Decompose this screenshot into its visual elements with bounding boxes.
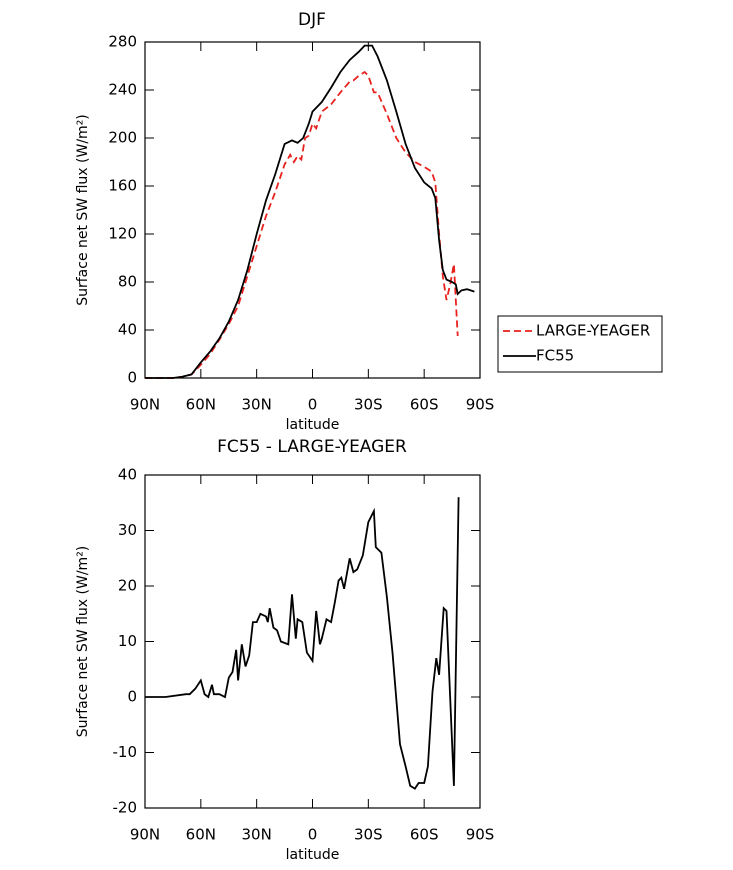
y-tick-label: 120 bbox=[108, 225, 137, 243]
legend-label: FC55 bbox=[536, 347, 574, 365]
y-tick-label: 40 bbox=[118, 321, 137, 339]
x-tick-label: 90N bbox=[130, 396, 160, 414]
y-axis-label: Surface net SW flux (W/m²) bbox=[75, 546, 91, 738]
chart-title: FC55 - LARGE-YEAGER bbox=[217, 437, 407, 457]
y-tick-label: 80 bbox=[118, 273, 137, 291]
legend-box bbox=[497, 315, 663, 373]
y-tick-label: 280 bbox=[108, 33, 137, 51]
chart-title: DJF bbox=[298, 10, 326, 30]
y-tick-label: 0 bbox=[127, 688, 137, 706]
y-tick-label: 30 bbox=[118, 521, 137, 539]
y-tick-label: 160 bbox=[108, 177, 137, 195]
plot-frame bbox=[144, 474, 481, 809]
x-axis-label: latitude bbox=[286, 417, 340, 433]
data-line bbox=[145, 70, 459, 379]
y-tick-label: 10 bbox=[118, 632, 137, 650]
y-tick-label: 0 bbox=[127, 369, 137, 387]
x-tick-label: 0 bbox=[308, 826, 318, 844]
x-tick-label: 30S bbox=[354, 396, 383, 414]
x-tick-label: 90N bbox=[130, 826, 160, 844]
x-tick-label: 60S bbox=[410, 396, 439, 414]
y-tick-label: 40 bbox=[118, 466, 137, 484]
y-tick-label: -20 bbox=[113, 799, 138, 817]
x-tick-label: 90S bbox=[466, 826, 495, 844]
x-tick-label: 30N bbox=[242, 826, 272, 844]
y-tick-label: 20 bbox=[118, 577, 137, 595]
legend-label: LARGE-YEAGER bbox=[536, 322, 650, 340]
x-tick-label: 60N bbox=[186, 826, 216, 844]
x-tick-label: 60S bbox=[410, 826, 439, 844]
y-tick-label: -10 bbox=[113, 743, 138, 761]
x-tick-label: 30S bbox=[354, 826, 383, 844]
x-tick-label: 90S bbox=[466, 396, 495, 414]
data-line bbox=[145, 44, 475, 379]
plot-frame bbox=[144, 41, 481, 379]
data-line bbox=[145, 497, 460, 790]
x-axis-label: latitude bbox=[286, 847, 340, 863]
y-tick-label: 240 bbox=[108, 81, 137, 99]
x-tick-label: 0 bbox=[308, 396, 318, 414]
y-axis-label: Surface net SW flux (W/m²) bbox=[75, 114, 91, 306]
x-tick-label: 30N bbox=[242, 396, 272, 414]
x-tick-label: 60N bbox=[186, 396, 216, 414]
y-tick-label: 200 bbox=[108, 129, 137, 147]
